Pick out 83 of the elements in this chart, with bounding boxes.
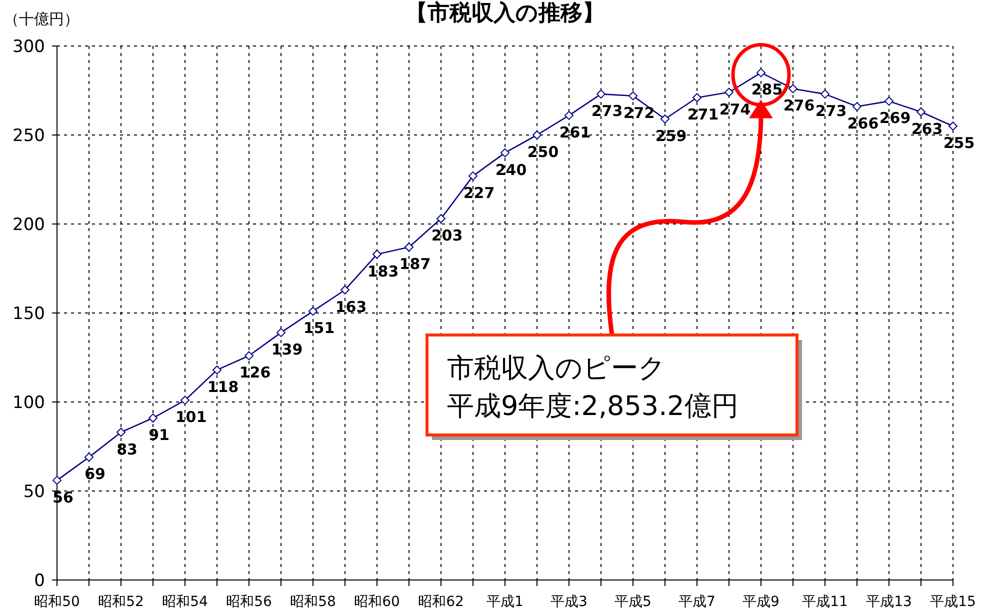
point: [532, 130, 542, 140]
y-tick-label: 250: [12, 126, 45, 146]
y-tick-label: 150: [12, 304, 45, 324]
point: [724, 88, 734, 97]
point: [660, 114, 670, 124]
x-tick-label: 昭和50: [34, 594, 80, 610]
point: [308, 306, 318, 316]
point: [564, 110, 574, 120]
point: [468, 171, 478, 180]
data-label: 276: [783, 96, 815, 115]
x-tick-label: 昭和60: [354, 594, 400, 610]
point: [852, 102, 862, 112]
data-label: 203: [431, 226, 463, 245]
x-tick-label: 平成3: [550, 594, 588, 610]
point: [84, 452, 94, 462]
x-tick-label: 平成13: [866, 594, 912, 610]
point: [372, 250, 382, 259]
point: [276, 328, 286, 338]
x-tick-label: 平成1: [486, 594, 524, 610]
data-label: 101: [175, 408, 207, 426]
point: [436, 214, 446, 224]
data-label: 259: [655, 126, 687, 145]
data-label: 269: [879, 109, 911, 128]
y-tick-label: 200: [12, 215, 45, 235]
data-label: 183: [367, 262, 399, 280]
y-tick-label: 50: [23, 482, 45, 502]
data-label: 272: [623, 104, 655, 122]
y-axis-title: （十億円）: [4, 10, 79, 28]
point: [692, 93, 702, 102]
x-tick-label: 平成7: [678, 594, 716, 610]
point: [340, 285, 350, 294]
x-tick-label: 昭和58: [290, 594, 336, 610]
data-label: 263: [911, 120, 943, 138]
data-label: 163: [335, 298, 367, 316]
data-label: 91: [148, 426, 170, 444]
data-label: 83: [116, 440, 138, 458]
data-label: 285: [751, 80, 783, 99]
point: [596, 90, 606, 99]
point: [116, 428, 126, 437]
point: [148, 414, 158, 423]
annotation: 平成9年度:2,853.2億円: [447, 391, 738, 422]
point: [756, 68, 766, 78]
data-label: 250: [527, 143, 559, 161]
data-label: 274: [719, 100, 751, 118]
y-tick-label: 300: [12, 37, 45, 57]
x-tick-label: 平成5: [614, 594, 652, 610]
point: [788, 84, 798, 94]
x-tick-label: 平成9: [742, 594, 780, 610]
data-label: 273: [591, 102, 623, 120]
point: [628, 91, 638, 100]
x-tick-label: 平成15: [930, 594, 976, 610]
x-tick-label: 平成11: [802, 594, 848, 610]
data-label: 240: [495, 160, 527, 179]
point: [884, 96, 894, 106]
data-label: 187: [399, 255, 431, 274]
data-label: 227: [463, 184, 495, 202]
data-label: 261: [559, 123, 591, 142]
point: [180, 396, 190, 405]
point: [916, 107, 926, 116]
point: [52, 476, 62, 485]
point: [948, 122, 958, 131]
chart-title: 【市税収入の推移】: [406, 0, 604, 26]
point: [244, 351, 254, 360]
data-label: 118: [207, 378, 239, 396]
point: [820, 90, 830, 99]
data-label: 69: [84, 465, 106, 484]
data-label: 151: [303, 319, 335, 338]
y-tick-label: 100: [12, 393, 45, 413]
data-label: 273: [815, 102, 847, 120]
y-tick-label: 0: [34, 571, 45, 591]
data-label: 126: [239, 364, 271, 382]
data-label: 255: [943, 134, 975, 152]
point: [500, 148, 510, 158]
annotation: 市税収入のピーク: [447, 353, 666, 384]
x-tick-label: 昭和62: [418, 594, 464, 610]
x-tick-label: 昭和56: [226, 594, 272, 610]
x-tick-label: 昭和52: [98, 594, 144, 610]
data-label: 139: [271, 340, 303, 359]
data-label: 271: [687, 106, 719, 124]
point: [212, 365, 222, 374]
point: [404, 242, 414, 252]
data-label: 266: [847, 114, 879, 133]
x-tick-label: 昭和54: [162, 594, 208, 610]
